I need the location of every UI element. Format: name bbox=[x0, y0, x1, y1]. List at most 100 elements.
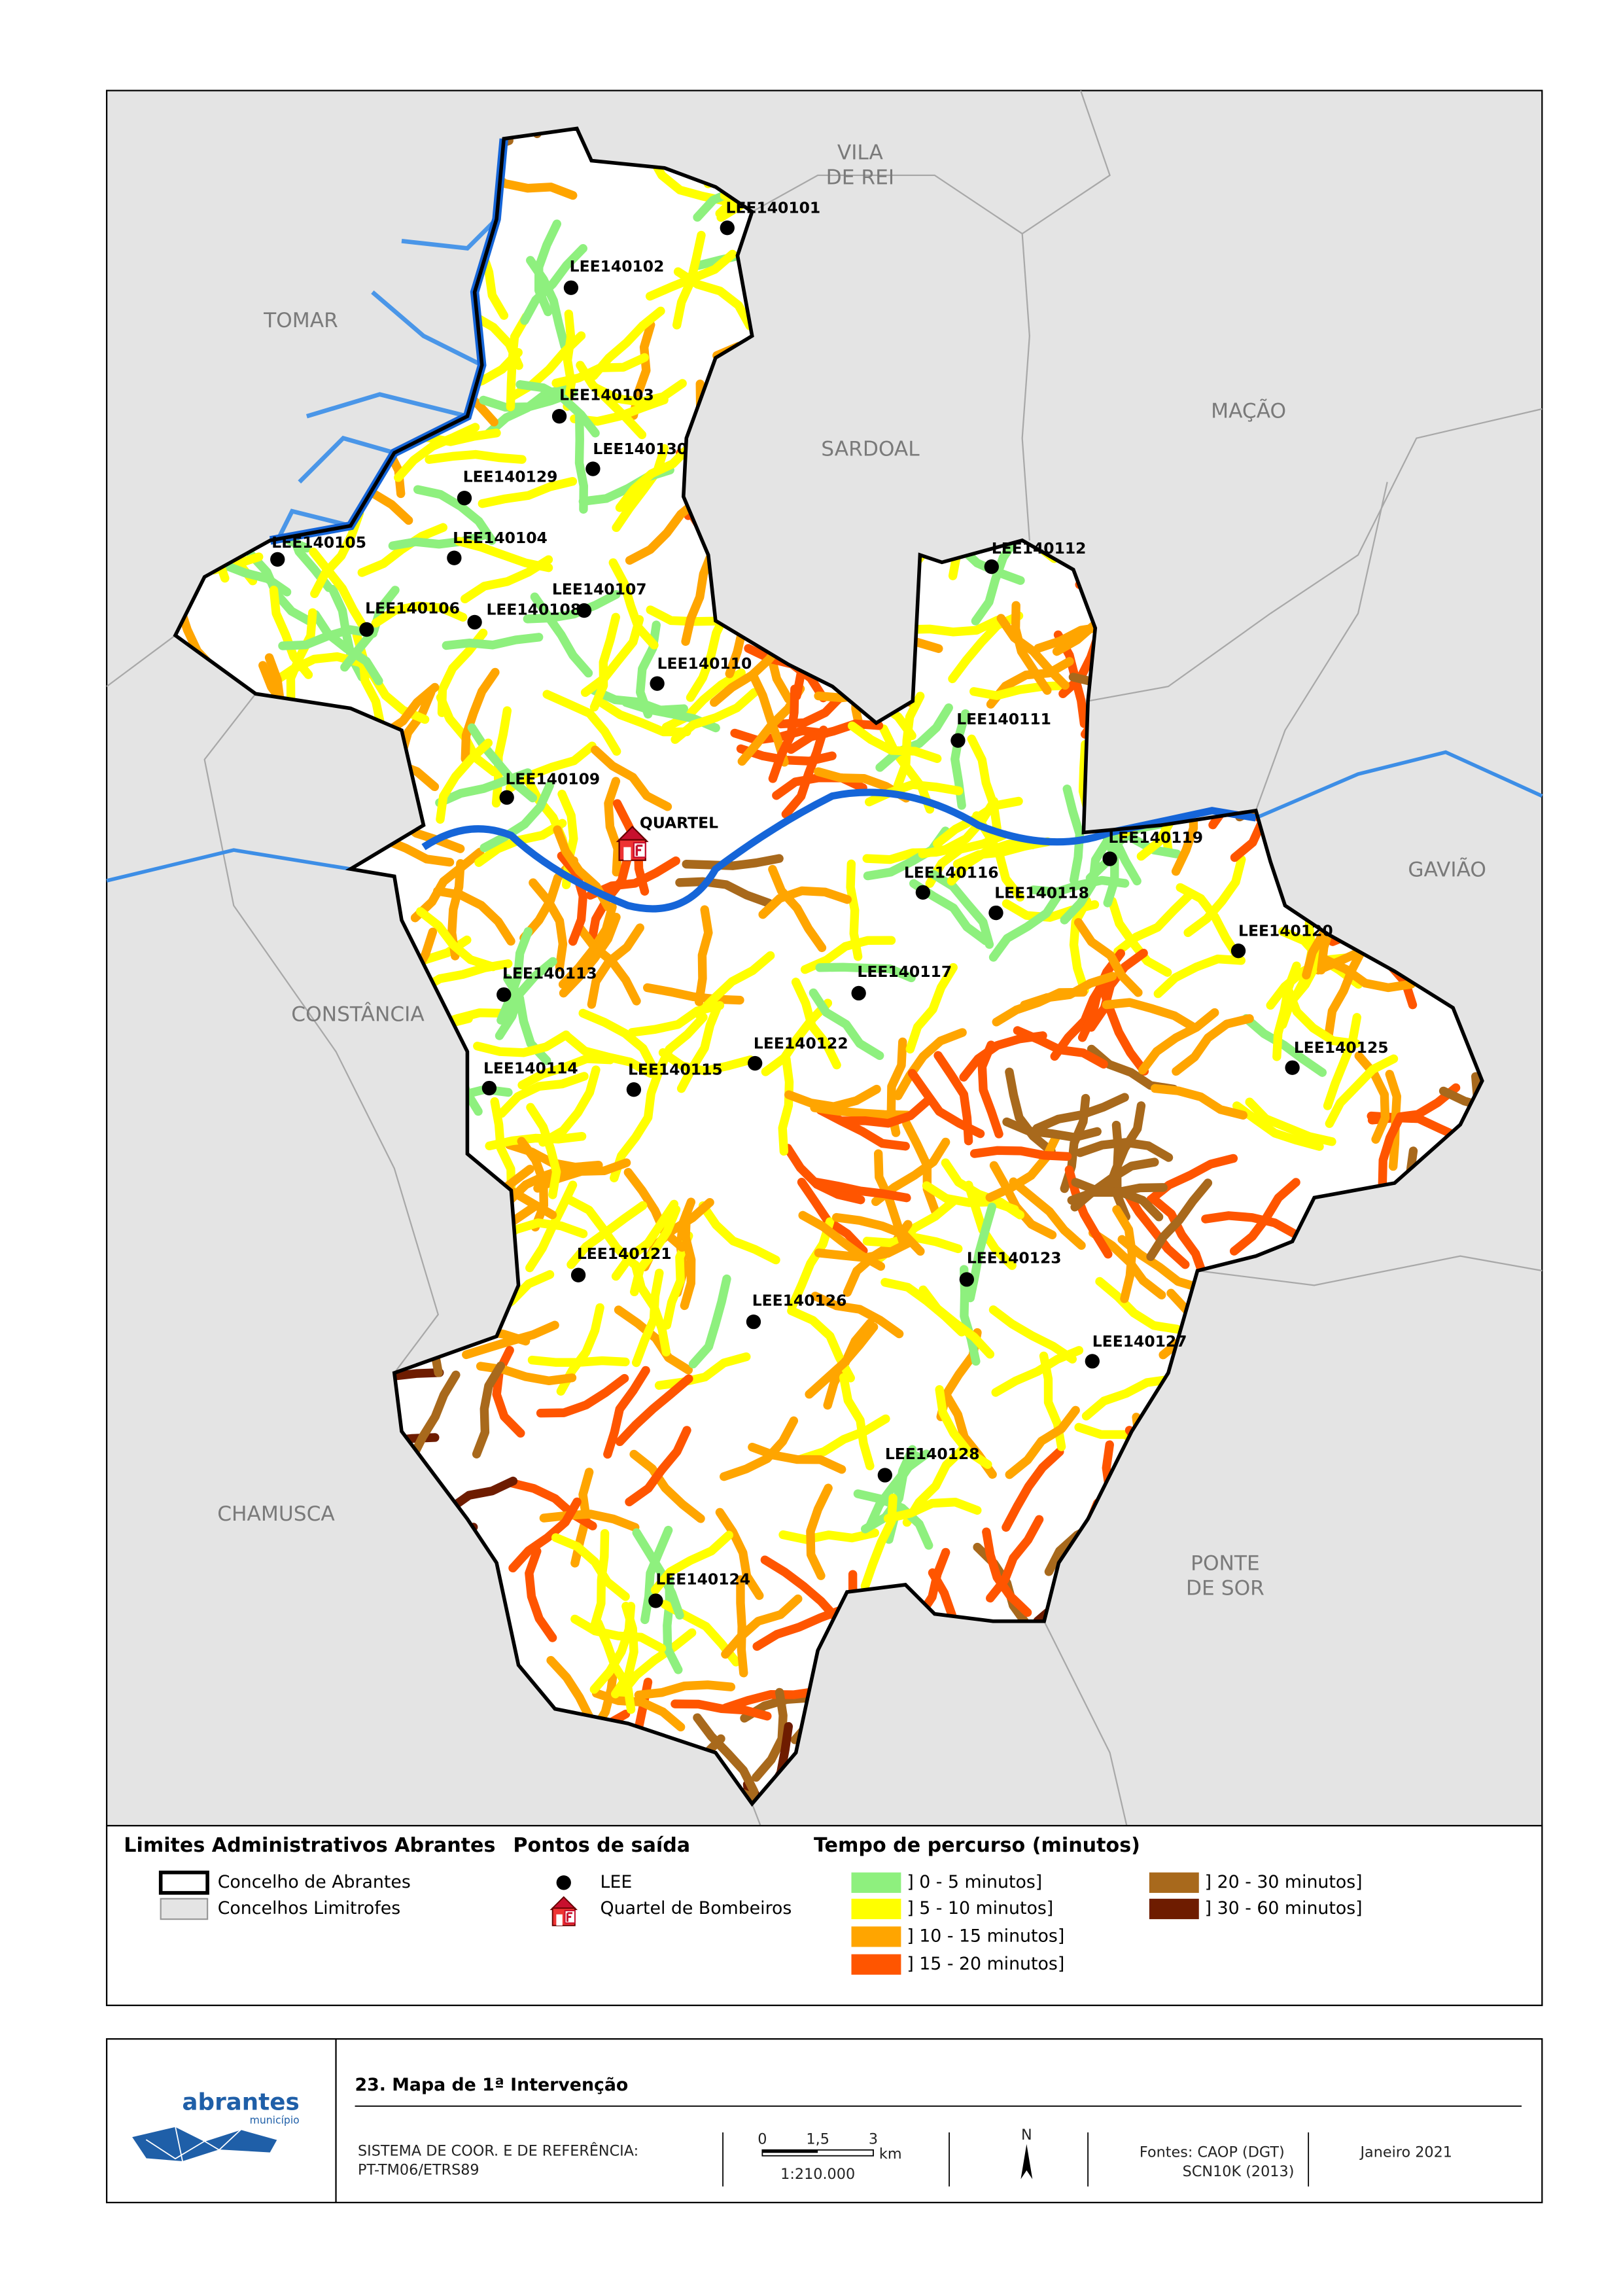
road bbox=[1153, 954, 1246, 998]
road bbox=[523, 590, 621, 624]
legend: Limites Administrativos Abrantes Concelho… bbox=[124, 1834, 1363, 1975]
fire-station-label: QUARTEL bbox=[640, 813, 718, 832]
road bbox=[682, 854, 784, 870]
road bbox=[996, 614, 1070, 690]
road bbox=[875, 703, 953, 772]
road bbox=[585, 856, 680, 900]
road bbox=[394, 423, 480, 482]
road bbox=[1009, 1177, 1086, 1250]
exit-point bbox=[915, 885, 931, 900]
legend-title: Limites Administrativos Abrantes bbox=[124, 1834, 495, 1857]
road bbox=[1102, 998, 1199, 1033]
road bbox=[1172, 1014, 1254, 1076]
road bbox=[1283, 985, 1361, 1048]
scale-unit: km bbox=[879, 2146, 902, 2163]
exit-point bbox=[481, 1080, 497, 1096]
road bbox=[371, 601, 468, 628]
exit-point-label: LEE140116 bbox=[904, 863, 999, 881]
road bbox=[1112, 1205, 1137, 1303]
legend-swatch bbox=[160, 1898, 209, 1920]
road bbox=[814, 1238, 914, 1262]
road bbox=[632, 1528, 684, 1620]
road bbox=[853, 1489, 933, 1550]
road bbox=[902, 615, 1002, 637]
road bbox=[816, 1106, 910, 1151]
road bbox=[752, 1605, 847, 1651]
exit-point bbox=[457, 491, 472, 506]
exit-point bbox=[499, 790, 514, 805]
exit-point bbox=[359, 622, 374, 637]
exit-point-label: LEE140113 bbox=[502, 964, 597, 982]
road bbox=[517, 1054, 615, 1090]
road bbox=[1242, 1014, 1327, 1077]
road bbox=[590, 1528, 610, 1631]
legend-swatch bbox=[851, 1954, 901, 1975]
exit-point bbox=[748, 1055, 763, 1071]
road bbox=[570, 1614, 667, 1653]
road bbox=[847, 721, 942, 764]
road bbox=[455, 537, 553, 573]
road bbox=[415, 907, 498, 972]
scale-ratio: 1:210.000 bbox=[780, 2166, 855, 2183]
road bbox=[490, 1097, 516, 1197]
exit-point-label: LEE140108 bbox=[486, 601, 581, 619]
exit-point bbox=[720, 221, 735, 236]
road bbox=[768, 864, 827, 953]
road bbox=[760, 1555, 842, 1623]
road bbox=[797, 1414, 890, 1464]
road bbox=[436, 738, 493, 824]
legend-box bbox=[105, 1825, 1543, 2006]
road bbox=[608, 558, 659, 650]
exit-point bbox=[959, 1272, 975, 1287]
road bbox=[671, 1699, 772, 1721]
road bbox=[1325, 1054, 1399, 1128]
road bbox=[693, 1713, 759, 1796]
exit-point-label: LEE140109 bbox=[505, 769, 600, 788]
boundary bbox=[106, 635, 176, 688]
exit-point-label: LEE140129 bbox=[463, 467, 558, 486]
road bbox=[846, 859, 863, 961]
road bbox=[788, 1217, 835, 1311]
exit-point-label: LEE140126 bbox=[752, 1291, 847, 1309]
road bbox=[629, 1449, 705, 1523]
road bbox=[988, 1305, 1077, 1364]
road bbox=[1103, 1101, 1146, 1197]
road bbox=[634, 1680, 736, 1700]
road bbox=[1062, 785, 1085, 885]
road bbox=[837, 1096, 933, 1128]
road bbox=[982, 1527, 1032, 1617]
road bbox=[969, 680, 1071, 700]
north-label: N bbox=[1021, 2127, 1032, 2144]
legend-swatch bbox=[1149, 1872, 1199, 1893]
road bbox=[495, 957, 557, 1040]
map-title: 23. Mapa de 1ª Intervenção bbox=[355, 2075, 629, 2095]
road bbox=[1146, 1178, 1213, 1262]
road bbox=[479, 781, 554, 853]
road bbox=[880, 1278, 966, 1337]
road bbox=[388, 530, 489, 550]
road bbox=[1229, 1178, 1300, 1256]
date: Janeiro 2021 bbox=[1359, 2144, 1452, 2161]
legend-swatch bbox=[158, 1870, 209, 1895]
road bbox=[408, 1370, 461, 1462]
road bbox=[1150, 1084, 1248, 1120]
road bbox=[694, 951, 775, 1019]
exit-point bbox=[984, 559, 999, 574]
icon-door bbox=[556, 1914, 563, 1926]
exit-point-label: LEE140127 bbox=[1092, 1332, 1187, 1351]
road bbox=[539, 1510, 640, 1532]
legend-title: Pontos de saída bbox=[513, 1834, 690, 1857]
legend-dot bbox=[556, 1875, 571, 1890]
road bbox=[768, 684, 799, 783]
road bbox=[686, 607, 731, 702]
scale-label: 0 bbox=[758, 2131, 767, 2148]
exit-point bbox=[1102, 851, 1117, 866]
exit-point bbox=[650, 676, 665, 691]
exit-point bbox=[1230, 943, 1246, 959]
exit-point bbox=[497, 987, 512, 1002]
municipality-name: CONSTÂNCIA bbox=[291, 1001, 425, 1026]
road bbox=[988, 889, 1064, 962]
road bbox=[615, 1374, 693, 1447]
road bbox=[1122, 1188, 1190, 1269]
